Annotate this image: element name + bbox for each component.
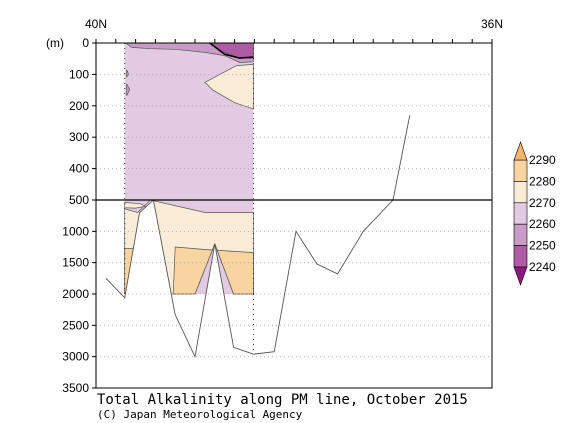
contour-layer (209, 42, 254, 59)
y-tick-label: 2500 (62, 318, 89, 332)
y-tick-label: 2000 (62, 287, 89, 301)
y-tick-label: 400 (69, 162, 89, 176)
y-axis-ticks: 0 100 200 300 400 500 1000 1500 2000 2500 3000 3500 (62, 36, 96, 395)
y-tick-label: 500 (69, 193, 89, 207)
x-corner-label-left: 40N (85, 17, 107, 31)
chart-title: Total Alkalinity along PM line, October … (97, 392, 468, 408)
y-tick-label: 3000 (62, 350, 89, 364)
station-markers-layer (124, 43, 254, 355)
seafloor-mask (105, 115, 410, 388)
bottom-profile-layer (105, 115, 411, 359)
colorbar-level-label: 2290 (529, 153, 556, 167)
colorbar-segment (513, 202, 528, 225)
colorbar: 2290 2280 2270 2260 2250 2240 (513, 141, 556, 286)
colorbar-segment (513, 223, 528, 246)
y-tick-label: 100 (69, 67, 89, 81)
bottom-profile-line (105, 115, 411, 359)
x-axis-ticks (95, 39, 493, 44)
section-region (126, 69, 130, 78)
colorbar-level-label: 2260 (529, 217, 556, 231)
section-region (204, 64, 254, 110)
colorbar-level-label: 2280 (529, 174, 556, 188)
y-tick-label: 1500 (62, 256, 89, 270)
y-unit-label: (m) (46, 36, 64, 50)
y-tick-label: 1000 (62, 224, 89, 238)
y-tick-label: 0 (82, 36, 89, 50)
chart-credit: (C) Japan Meteorological Agency (97, 408, 303, 421)
y-tick-label: 200 (69, 99, 89, 113)
colorbar-segment (513, 159, 528, 182)
colorbar-segment (513, 245, 528, 268)
y-tick-label: 300 (69, 130, 89, 144)
section-region (124, 202, 147, 209)
colorbar-level-label: 2240 (529, 260, 556, 274)
colorbar-level-label: 2270 (529, 196, 556, 210)
section-fill-layer (105, 42, 410, 388)
colorbar-level-label: 2250 (529, 239, 556, 253)
contour-line-2240 (209, 42, 254, 59)
colorbar-segment (513, 181, 528, 204)
colorbar-bottom-arrow (513, 266, 528, 286)
x-corner-label-right: 36N (481, 17, 503, 31)
colorbar-top-arrow (513, 141, 528, 161)
y-tick-label: 3500 (62, 381, 89, 395)
section-region (126, 83, 131, 96)
